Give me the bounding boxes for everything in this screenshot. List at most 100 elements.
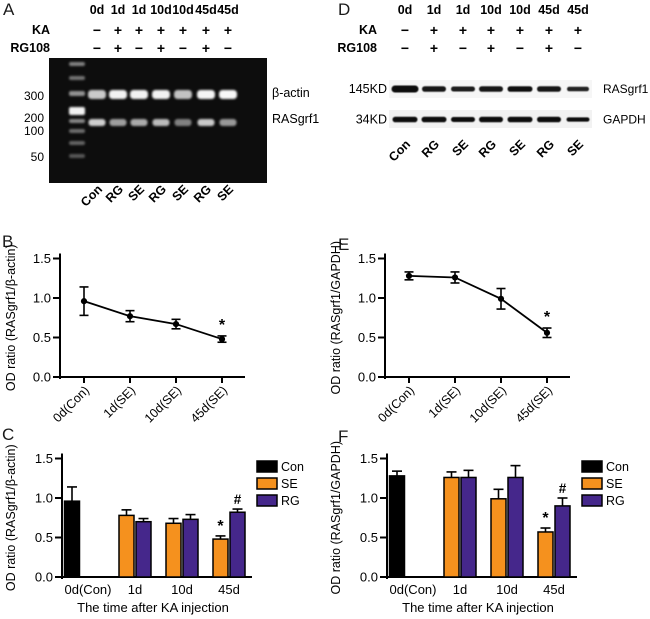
svg-text:0.5: 0.5 [33,330,51,345]
svg-text:SE: SE [214,182,236,204]
svg-text:0d: 0d [90,3,105,17]
svg-text:1.5: 1.5 [35,451,53,466]
svg-text:45d: 45d [195,3,217,17]
svg-text:50: 50 [31,150,45,164]
legend-swatch-rg [581,494,603,507]
panel-letter-b: B [2,232,14,251]
svg-text:1.5: 1.5 [358,251,376,266]
svg-text:RASgrf1: RASgrf1 [272,112,319,126]
panel-e-line-chart: 0.0 0.5 1.0 1.5 0d(Con) 1d(SE) 10d(SE) 45d(SE) O… [325,226,650,424]
beta-actin-band [197,90,215,99]
svg-text:RG: RG [419,137,442,160]
x-tick-labels: 0d(Con) 1d 10d 45d [390,582,565,597]
beta-actin-band [219,90,237,99]
axes [378,253,570,383]
x-axis-label: The time after KA injection [77,600,229,615]
significance-marker: * [544,309,551,326]
bars [388,475,571,578]
svg-text:1d: 1d [128,582,142,597]
panel-letter-f: F [338,427,349,446]
svg-text:KA: KA [359,23,377,37]
svg-text:1.0: 1.0 [358,291,376,306]
legend-label: Con [281,460,304,474]
svg-text:1.5: 1.5 [33,251,51,266]
gapdh-band [451,117,475,122]
rasgrf1-band [197,119,215,126]
svg-text:RG: RG [534,137,557,160]
svg-text:34KD: 34KD [356,113,387,127]
legend: Con SE RG [256,460,304,508]
svg-text:1d: 1d [427,3,442,17]
svg-text:RG: RG [476,137,499,160]
svg-text:−: − [401,22,409,38]
band-labels: RASgrf1 GAPDH [603,82,649,127]
svg-text:+: + [202,40,210,56]
bar-se [537,531,554,578]
data-point [497,295,505,302]
svg-text:0.0: 0.0 [33,370,51,385]
bar-rg [554,505,571,578]
bar-chart-svg: 0.0 0.5 1.0 1.5 OD ratio (RASgrf1/GAPDH) 0d(C… [329,441,629,615]
svg-text:SE: SE [125,182,147,204]
svg-text:KA: KA [32,23,50,37]
svg-text:−: − [135,40,143,56]
svg-text:0.5: 0.5 [360,530,378,545]
svg-text:+: + [157,22,165,38]
panel-f-bar-chart: 0.0 0.5 1.0 1.5 OD ratio (RASgrf1/GAPDH) 0d(C… [325,423,650,619]
bar-rg [229,511,246,578]
data-point [218,335,226,343]
ladder-band [69,91,85,96]
svg-text:SE: SE [564,137,586,159]
treatment-row: KA − + + + + + + [359,22,582,38]
svg-text:SE: SE [506,137,528,159]
day-header-row: 0d 1d 1d 10d 10d 45d 45d [398,3,589,17]
svg-text:0.0: 0.0 [358,370,376,385]
bar-rg [507,476,524,578]
y-tick-labels: 0.0 0.5 1.0 1.5 [35,451,53,585]
svg-text:−: − [93,40,101,56]
svg-text:+: + [516,22,524,38]
svg-text:10d: 10d [480,3,502,17]
svg-text:+: + [430,40,438,56]
svg-text:+: + [224,22,232,38]
legend-label: SE [606,477,623,491]
beta-actin-band [130,90,148,99]
beta-actin-band [109,90,127,99]
panel-letter-c: C [2,425,15,444]
svg-text:Con: Con [78,182,105,209]
beta-actin-band [174,90,192,99]
svg-text:−: − [93,22,101,38]
svg-text:0.0: 0.0 [360,570,378,585]
significance-marker: * [542,510,549,527]
svg-text:+: + [202,22,210,38]
svg-text:45d: 45d [217,3,239,17]
svg-text:+: + [487,22,495,38]
svg-text:+: + [545,40,553,56]
svg-text:45d: 45d [218,582,240,597]
svg-text:RASgrf1: RASgrf1 [603,82,649,96]
legend-swatch-con [581,460,603,473]
legend-label: RG [281,494,300,508]
svg-text:1d(SE): 1d(SE) [426,383,463,420]
svg-text:10d(SE): 10d(SE) [467,383,509,424]
svg-text:200: 200 [24,111,44,125]
panel-letter-d: D [338,0,351,19]
legend-label: Con [606,460,629,474]
svg-text:+: + [157,40,165,56]
bar-se [118,514,135,578]
svg-text:+: + [114,40,122,56]
significance-marker: # [559,481,567,496]
error-bars [67,486,243,540]
panel-a-gel-image: 0d 1d 1d 10d 10d 45d 45d KA − + + + + + + RG108− + − + − + −3… [0,0,325,222]
svg-text:1d(SE): 1d(SE) [101,383,138,420]
svg-text:+: + [487,40,495,56]
legend-swatch-rg [256,494,278,507]
svg-text:10d(SE): 10d(SE) [142,383,184,424]
svg-text:−: − [574,40,582,56]
y-axis-label: OD ratio (RASgrf1/β-actin) [4,244,18,391]
svg-text:RG: RG [146,182,169,205]
svg-text:+: + [430,22,438,38]
